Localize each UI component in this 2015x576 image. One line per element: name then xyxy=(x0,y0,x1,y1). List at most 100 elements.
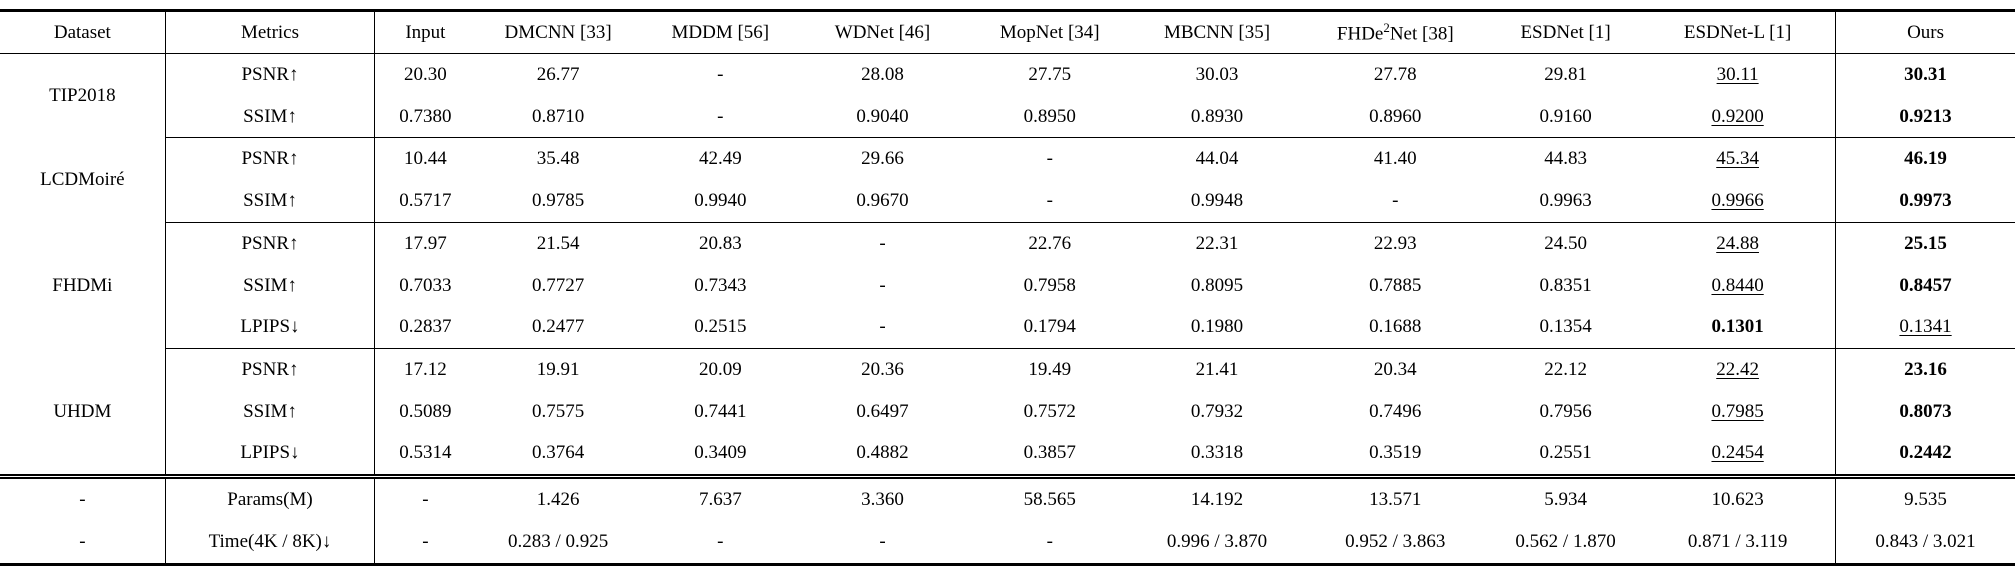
value-cell: - xyxy=(717,63,724,85)
table-row: SSIM↑ 0.5089 0.7575 0.7441 0.6497 0.7572 0.793… xyxy=(0,390,2015,433)
value-cell: - xyxy=(799,306,966,350)
value-cell: - xyxy=(879,531,886,553)
value-cell: 0.3409 xyxy=(640,432,800,478)
value-cell: 28.08 xyxy=(861,63,904,85)
value-cell: 41.40 xyxy=(1373,148,1417,170)
header-cell-esdnet-l-1: ESDNet-L [1] xyxy=(1640,10,1837,54)
value-cell: 35.48 xyxy=(536,148,580,170)
value-cell: 45.34 xyxy=(1640,137,1837,181)
value-cell: 0.9200 xyxy=(1640,95,1837,139)
value-cell: 0.2442 xyxy=(1835,432,2015,478)
metric-label: Params(M) xyxy=(165,474,376,522)
value-cell: 3.360 xyxy=(799,474,966,522)
value-cell: 44.04 xyxy=(1195,148,1239,170)
value-cell: 22.42 xyxy=(1640,348,1837,391)
value-cell: - xyxy=(879,232,886,254)
value-cell: 13.571 xyxy=(1299,474,1492,522)
value-cell: 0.7985 xyxy=(1640,390,1837,433)
metric-label: Time(4K / 8K)↓ xyxy=(165,521,376,565)
value-cell: 0.8710 xyxy=(475,95,641,139)
header-cell-fhde-net-38: FHDe2Net [38] xyxy=(1299,10,1492,54)
value-cell: 0.7958 xyxy=(1023,274,1076,296)
value-cell: 0.2477 xyxy=(475,306,641,350)
value-cell: 0.3318 xyxy=(1134,432,1300,478)
value-cell: 0.7956 xyxy=(1539,400,1592,422)
value-cell: - xyxy=(422,531,429,553)
header-cell-dmcnn-33: DMCNN [33] xyxy=(475,10,641,54)
metric-label: LPIPS↓ xyxy=(165,432,376,478)
value-cell: 0.1794 xyxy=(965,306,1135,350)
header-row: Dataset Metrics Input DMCNN [33] MDDM [56] WD… xyxy=(0,10,2015,54)
metric-label: SSIM↑ xyxy=(165,95,376,139)
value-cell: 27.75 xyxy=(1028,63,1072,85)
metric-label: PSNR↑ xyxy=(165,348,376,391)
header-cell-wdnet-46: WDNet [46] xyxy=(799,10,966,54)
table-row: LCDMoiré PSNR↑ 10.44 35.48 42.49 29.66 - 44.04 4… xyxy=(0,137,2015,223)
value-cell: 21.41 xyxy=(1195,359,1239,380)
value-cell: 0.996 / 3.870 xyxy=(1166,531,1268,553)
value-cell: 0.1301 xyxy=(1640,306,1837,350)
value-cell: 24.88 xyxy=(1640,222,1837,265)
value-cell: 46.19 xyxy=(1904,148,1947,170)
value-cell: 26.77 xyxy=(536,63,580,85)
value-cell: 0.7441 xyxy=(694,400,747,422)
value-cell: 42.49 xyxy=(698,148,742,170)
value-cell: 0.843 / 3.021 xyxy=(1875,531,1976,553)
value-cell: 0.5314 xyxy=(374,432,476,478)
value-cell: 0.2837 xyxy=(374,306,476,350)
value-cell: 0.3857 xyxy=(965,432,1135,478)
value-cell: - xyxy=(374,474,476,522)
value-cell: 0.7575 xyxy=(532,400,585,422)
table-header: Dataset Metrics Input DMCNN [33] MDDM [56] WD… xyxy=(0,10,2015,54)
footer-row: - Params(M) -1.426 7.637 3.360 58.565 14.192 13… xyxy=(0,474,2015,522)
metric-label: SSIM↑ xyxy=(165,264,376,307)
value-cell: 0.1688 xyxy=(1299,306,1492,350)
value-cell: - xyxy=(1046,531,1053,553)
value-cell: 0.7727 xyxy=(532,274,585,296)
value-cell: 22.93 xyxy=(1373,232,1417,254)
value-cell: 0.283 / 0.925 xyxy=(507,531,609,553)
metric-label: PSNR↑ xyxy=(165,137,376,181)
value-cell: 0.5089 xyxy=(399,400,452,422)
value-cell: 5.934 xyxy=(1491,474,1641,522)
value-cell: 25.15 xyxy=(1904,232,1947,254)
value-cell: 10.44 xyxy=(404,148,447,170)
value-cell: 0.9670 xyxy=(799,180,966,223)
value-cell: 20.83 xyxy=(698,232,742,254)
value-cell: 30.03 xyxy=(1195,63,1239,85)
value-cell: 20.09 xyxy=(698,359,742,380)
value-cell: 0.1341 xyxy=(1835,306,2015,350)
value-cell: - xyxy=(717,531,724,553)
value-cell: 27.78 xyxy=(1373,63,1417,85)
value-cell: - xyxy=(965,180,1135,223)
value-cell: 0.8930 xyxy=(1134,95,1300,139)
value-cell: 30.31 xyxy=(1904,63,1947,85)
value-cell: 0.2551 xyxy=(1491,432,1641,478)
value-cell: 0.7380 xyxy=(374,95,476,139)
value-cell: 21.54 xyxy=(536,232,580,254)
value-cell: 0.3519 xyxy=(1299,432,1492,478)
header-cell-ours: Ours xyxy=(1835,10,2015,54)
metric-label: SSIM↑ xyxy=(165,180,376,223)
value-cell: - xyxy=(1046,148,1053,170)
value-cell: 17.12 xyxy=(404,359,447,380)
value-cell: 58.565 xyxy=(965,474,1135,522)
value-cell: 9.535 xyxy=(1835,474,2015,522)
value-cell: 22.76 xyxy=(1028,232,1072,254)
value-cell: 0.9040 xyxy=(799,95,966,139)
value-cell: 0.2454 xyxy=(1640,432,1837,478)
value-cell: 0.562 / 1.870 xyxy=(1515,531,1616,553)
value-cell: 1.426 xyxy=(475,474,641,522)
value-cell: 0.8960 xyxy=(1299,95,1492,139)
value-cell: 0.5717 xyxy=(374,180,476,223)
value-cell: 14.192 xyxy=(1134,474,1300,522)
value-cell: 0.8440 xyxy=(1640,264,1837,307)
value-cell: 0.2515 xyxy=(640,306,800,350)
table-row: FHDMi PSNR↑ 17.97 21.54 20.83 - 22.76 22.31 22.9… xyxy=(0,222,2015,349)
value-cell: 20.34 xyxy=(1373,359,1417,380)
value-cell: - xyxy=(640,95,800,139)
header-cell-esdnet-1: ESDNet [1] xyxy=(1491,10,1641,54)
value-cell: 20.36 xyxy=(861,359,904,380)
metric-label: SSIM↑ xyxy=(165,390,376,433)
value-cell: 19.91 xyxy=(536,359,580,380)
